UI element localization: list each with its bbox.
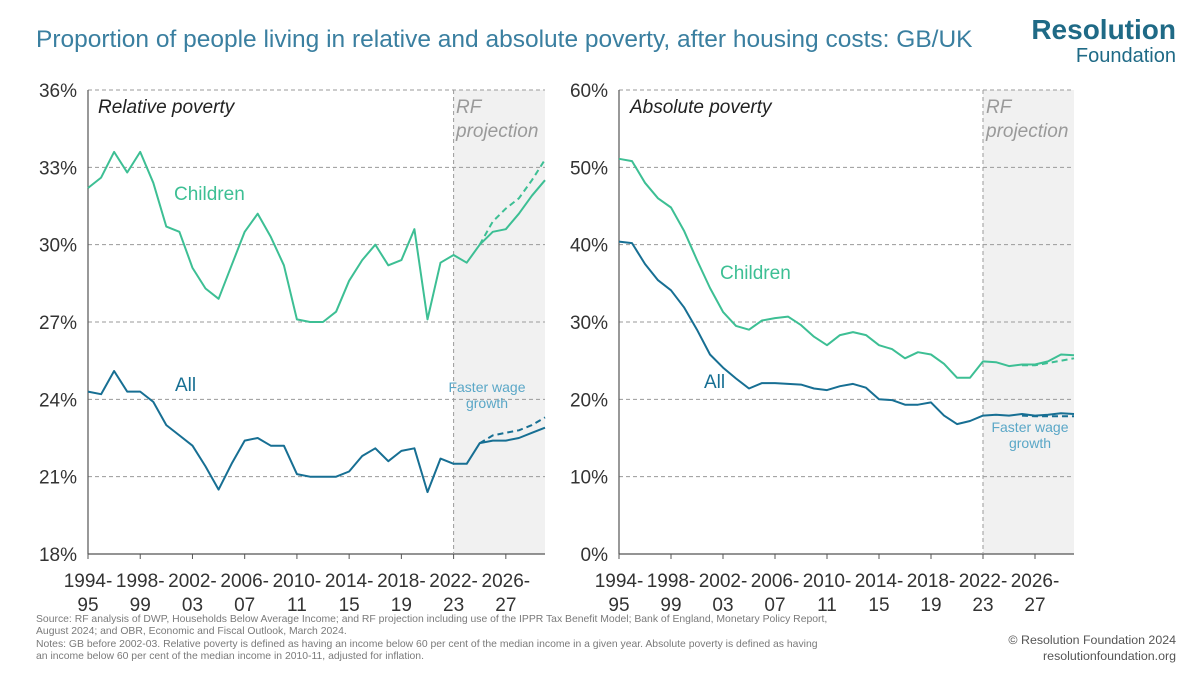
absolute-all-faster-wage-line (1021, 414, 1074, 418)
relative-x-tick-label-2: 23 (443, 595, 464, 616)
absolute-x-tick-label: 2026- (1011, 571, 1060, 592)
absolute-x-tick-label-2: 07 (764, 595, 785, 616)
source-line-2: August 2024; and OBR, Economic and Fisca… (36, 626, 347, 638)
relative-x-tick-label: 2018- (377, 571, 426, 592)
notes-line-1: Notes: GB before 2002-03. Relative pover… (36, 638, 818, 650)
absolute-y-tick-label: 50% (570, 158, 608, 179)
relative-x-tick-label: 2006- (220, 571, 269, 592)
relative-x-tick-label: 2002- (168, 571, 217, 592)
relative-x-tick-label-2: 07 (234, 595, 255, 616)
relative-x-tick-label: 1998- (116, 571, 165, 592)
absolute-x-tick-label: 2014- (855, 571, 904, 592)
absolute-x-tick-label-2: 27 (1024, 595, 1045, 616)
source-notes: Source: RF analysis of DWP, Households B… (36, 614, 996, 664)
absolute-y-tick-label: 60% (570, 81, 608, 102)
relative-x-tick-label-2: 03 (182, 595, 203, 616)
relative-children-label: Children (174, 184, 245, 205)
relative-all-line (87, 370, 546, 494)
relative-y-tick-label: 18% (39, 545, 77, 566)
relative-all-faster-wage-line (479, 416, 546, 445)
absolute-x-tick-label-2: 95 (608, 595, 629, 616)
chart-title: Proportion of people living in relative … (36, 26, 973, 53)
relative-children-line (87, 150, 546, 323)
absolute-x-tick-label-2: 03 (712, 595, 733, 616)
absolute-children-line (618, 157, 1075, 379)
relative-projection-label-2: projection (455, 121, 538, 142)
absolute-x-tick-label: 1994- (595, 571, 644, 592)
absolute-children-faster-wage-line (1022, 357, 1075, 367)
logo-line2: Foundation (1075, 45, 1176, 67)
absolute-y-tick-label: 40% (570, 236, 608, 257)
absolute-x-tick-label: 2006- (751, 571, 800, 592)
relative-x-tick-label-2: 95 (77, 595, 98, 616)
absolute-y-tick-label: 30% (570, 313, 608, 334)
absolute-x-tick-label-2: 99 (660, 595, 681, 616)
absolute-faster-wage-annotation-2: growth (1009, 435, 1051, 451)
relative-x-tick-label: 2026- (482, 571, 531, 592)
relative-y-tick-label: 33% (39, 158, 77, 179)
resolution-foundation-logo: Resolution Foundation (1031, 14, 1176, 67)
website: resolutionfoundation.org (1043, 649, 1176, 663)
notes-line-2: an income below 60 per cent of the media… (36, 651, 424, 663)
relative-y-tick-label: 30% (39, 236, 77, 257)
relative-faster-wage-annotation: Faster wage (448, 379, 525, 395)
relative-y-tick-label: 27% (39, 313, 77, 334)
relative-x-tick-label-2: 99 (130, 595, 151, 616)
relative-faster-wage-annotation-2: growth (466, 395, 508, 411)
absolute-all-label: All (704, 372, 725, 393)
relative-y-tick-label: 24% (39, 390, 77, 411)
absolute-faster-wage-annotation: Faster wage (991, 419, 1068, 435)
relative-all-label: All (175, 375, 196, 396)
absolute-x-tick-label-2: 11 (817, 595, 837, 616)
absolute-x-tick-label-2: 23 (972, 595, 993, 616)
relative-x-tick-label: 1994- (64, 571, 113, 592)
copyright-block: © Resolution Foundation 2024 resolutionf… (1008, 632, 1176, 664)
relative-x-tick-label: 2014- (325, 571, 374, 592)
relative-x-tick-label-2: 11 (287, 595, 307, 616)
relative-x-tick-label: 2022- (429, 571, 478, 592)
absolute-y-tick-label: 10% (570, 468, 608, 489)
absolute-x-tick-label: 2022- (959, 571, 1008, 592)
absolute-x-tick-label: 2010- (803, 571, 852, 592)
relative-panel-title: Relative poverty (98, 97, 236, 118)
relative-y-tick-label: 21% (39, 468, 77, 489)
source-line-1: Source: RF analysis of DWP, Households B… (36, 614, 828, 625)
logo-line1: Resolution (1031, 14, 1176, 45)
relative-x-tick-label-2: 27 (495, 595, 516, 616)
absolute-y-tick-label: 20% (570, 390, 608, 411)
absolute-x-tick-label-2: 15 (868, 595, 889, 616)
relative-projection-label: RF (456, 97, 483, 118)
absolute-children-label: Children (720, 263, 791, 284)
relative-y-tick-label: 36% (39, 81, 77, 102)
absolute-y-tick-label: 0% (581, 545, 609, 566)
relative-x-tick-label-2: 19 (391, 595, 412, 616)
absolute-projection-label: RF (986, 97, 1013, 118)
relative-children-faster-wage-line (478, 159, 546, 246)
absolute-all-line (618, 240, 1075, 426)
relative-x-tick-label: 2010- (273, 571, 322, 592)
copyright: © Resolution Foundation 2024 (1008, 633, 1176, 647)
absolute-panel-title: Absolute poverty (629, 97, 773, 118)
relative-x-tick-label-2: 15 (339, 595, 360, 616)
absolute-x-tick-label: 1998- (647, 571, 696, 592)
absolute-x-tick-label: 2018- (907, 571, 956, 592)
absolute-x-tick-label: 2002- (699, 571, 748, 592)
absolute-projection-label-2: projection (985, 121, 1068, 142)
absolute-x-tick-label-2: 19 (920, 595, 941, 616)
